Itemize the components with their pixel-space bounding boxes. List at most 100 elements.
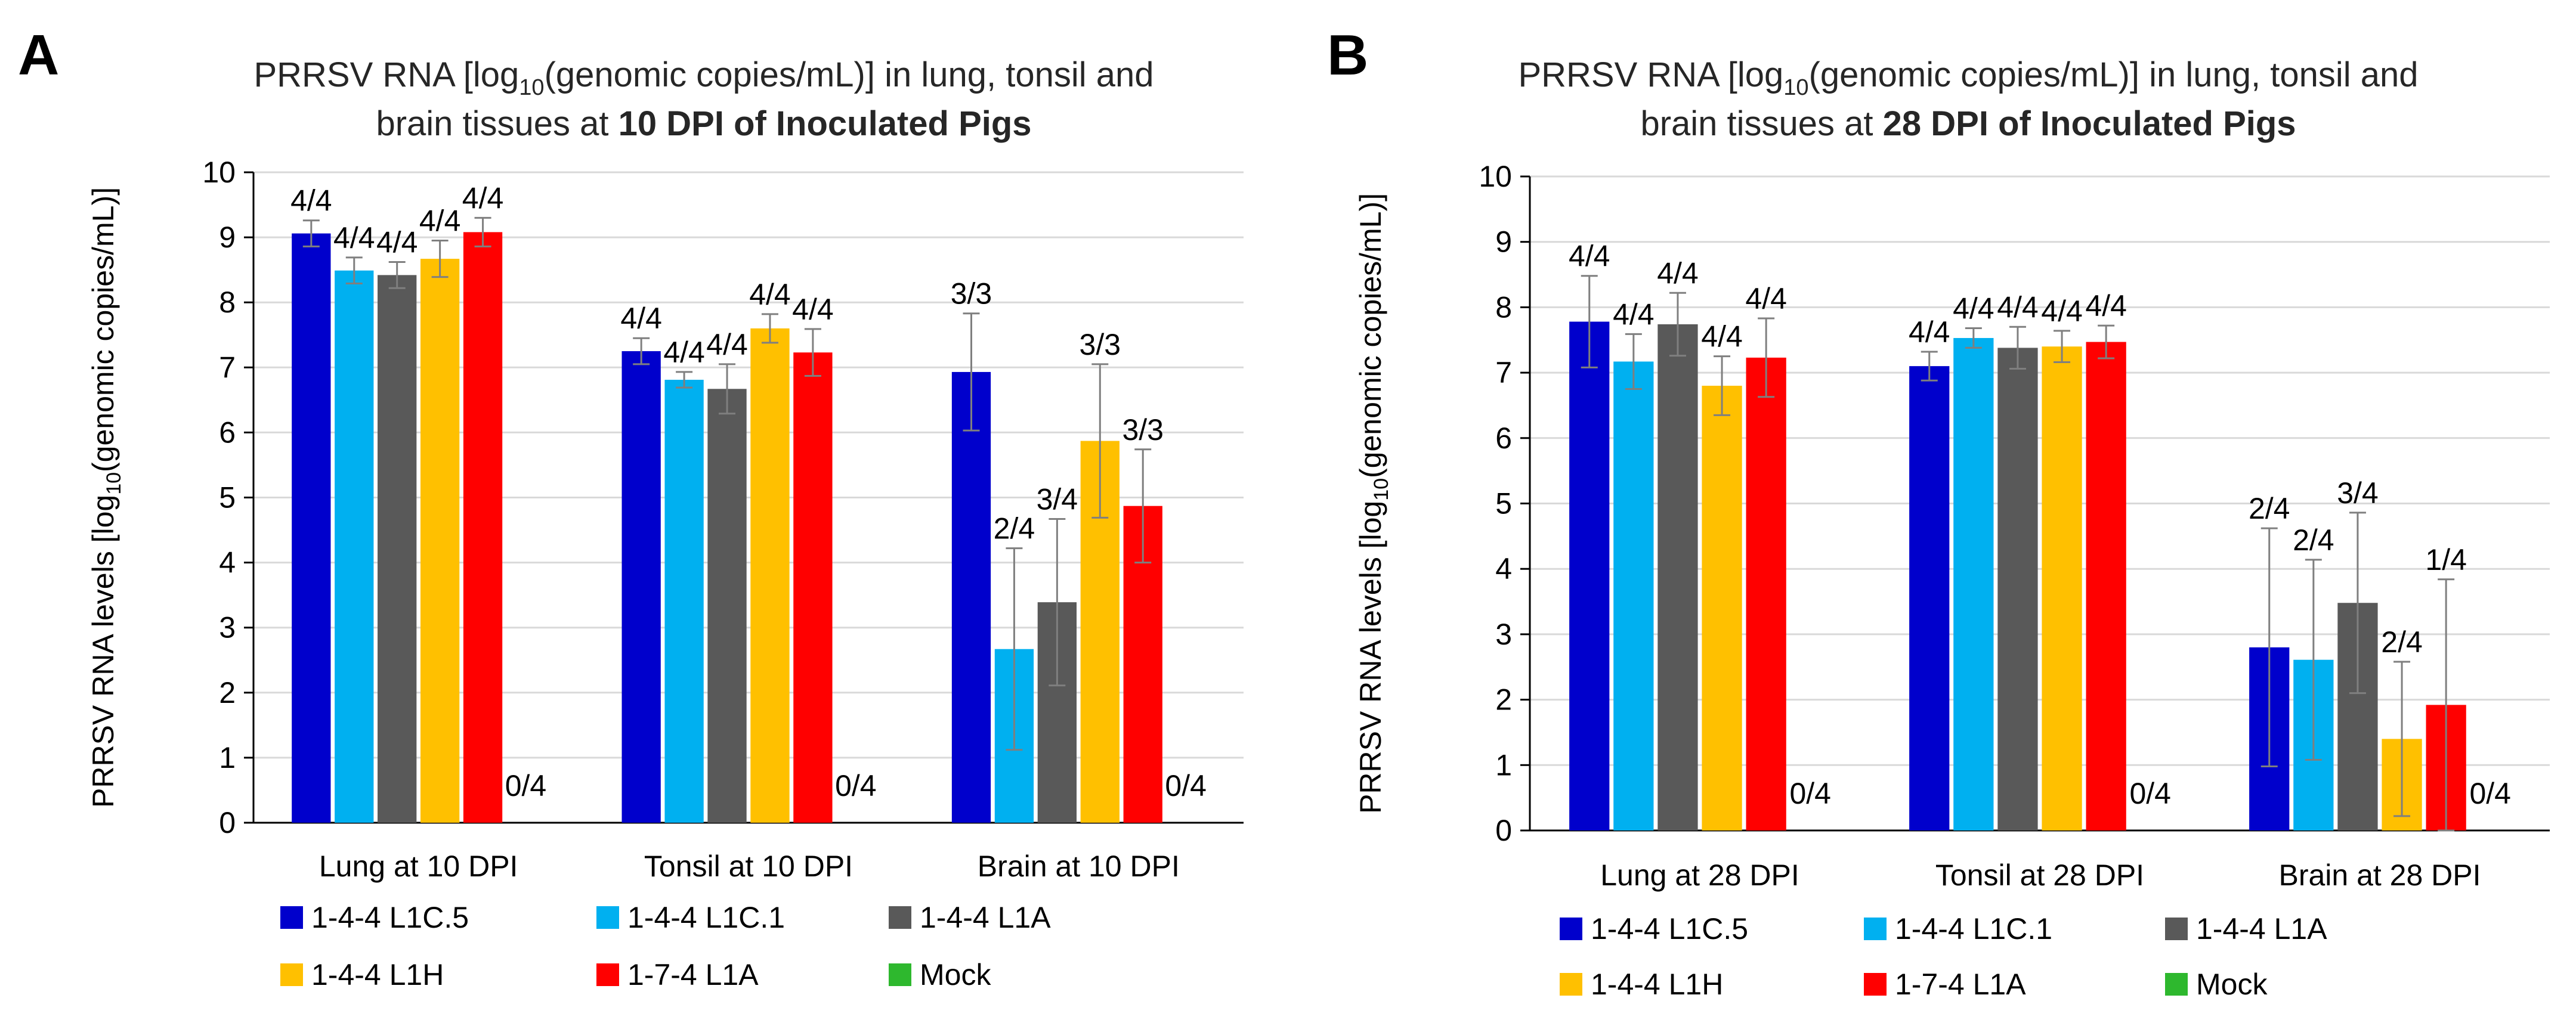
bar [1746, 357, 1786, 830]
bar [1657, 324, 1698, 830]
bar [292, 233, 331, 823]
bar [335, 270, 374, 823]
y-tick-label: 5 [219, 481, 236, 514]
data-label: 4/4 [1909, 315, 1950, 349]
legend-label: 1-4-4 L1A [920, 901, 1051, 934]
y-axis-title-text: (genomic copies/mL)] [86, 187, 120, 472]
title-bold-text: 28 DPI of Inoculated Pigs [1883, 104, 2296, 143]
legend-label: Mock [2196, 968, 2268, 1001]
data-label: 2/4 [994, 512, 1035, 546]
x-category-label: Brain at 28 DPI [2278, 858, 2481, 892]
data-label: 0/4 [2469, 777, 2511, 810]
title-text: (genomic copies/mL)] in lung, tonsil and [545, 55, 1154, 94]
data-label: 4/4 [2085, 289, 2127, 323]
bar [1953, 337, 1994, 830]
y-tick-label: 2 [1495, 683, 1512, 717]
legend-label: 1-4-4 L1H [1591, 968, 1723, 1001]
legend-swatch [280, 906, 303, 929]
y-tick-label: 8 [219, 286, 236, 319]
legend-swatch [2165, 973, 2188, 996]
data-label: 4/4 [333, 221, 375, 255]
data-label: 4/4 [749, 278, 791, 311]
legend-swatch [889, 963, 911, 986]
bar [750, 328, 790, 823]
legend-label: Mock [920, 958, 991, 991]
data-label: 3/4 [2337, 476, 2379, 510]
bar [1997, 348, 2038, 830]
data-label: 0/4 [2129, 777, 2171, 810]
legend-swatch [1560, 918, 1582, 940]
panel-letter: B [1327, 23, 1368, 87]
y-tick-label: 7 [1495, 356, 1512, 389]
legend-swatch [2165, 918, 2188, 940]
legend-swatch [280, 963, 303, 986]
y-axis-title: PRRSV RNA levels [log10(genomic copies/m… [86, 187, 125, 808]
y-axis-title-subscript: 10 [1370, 478, 1393, 501]
y-axis-title-text: PRRSV RNA levels [log [1354, 501, 1387, 814]
data-label: 0/4 [1789, 777, 1831, 810]
x-category-label: Tonsil at 10 DPI [644, 850, 853, 883]
y-tick-label: 1 [219, 741, 236, 774]
x-category-label: Tonsil at 28 DPI [1935, 858, 2144, 892]
bar [1569, 321, 1610, 830]
x-category-label: Brain at 10 DPI [978, 850, 1180, 883]
chart-title-line2: brain tissues at 28 DPI of Inoculated Pi… [1640, 104, 2296, 143]
data-label: 4/4 [706, 328, 748, 361]
legend-label: 1-4-4 L1A [2196, 912, 2327, 946]
data-label: 4/4 [1701, 320, 1743, 354]
data-label: 4/4 [1953, 292, 1994, 326]
y-tick-label: 5 [1495, 487, 1512, 520]
data-label: 0/4 [505, 769, 547, 802]
data-label: 4/4 [1613, 297, 1655, 331]
y-tick-label: 0 [1495, 814, 1512, 847]
bar [707, 389, 747, 823]
title-text: PRRSV RNA [log [1518, 55, 1783, 94]
x-category-label: Lung at 10 DPI [319, 850, 518, 883]
legend-swatch [889, 906, 911, 929]
data-label: 4/4 [1745, 282, 1787, 315]
bar [951, 371, 991, 823]
data-label: 4/4 [462, 181, 504, 215]
data-label: 4/4 [1657, 256, 1699, 290]
title-subscript: 10 [519, 75, 544, 100]
y-tick-label: 4 [219, 546, 236, 579]
title-subscript: 10 [1783, 75, 1808, 100]
y-tick-label: 9 [1495, 225, 1512, 259]
data-label: 4/4 [419, 204, 461, 238]
y-axis-title-text: (genomic copies/mL)] [1354, 193, 1387, 478]
y-tick-label: 1 [1495, 748, 1512, 782]
legend-swatch [1864, 918, 1887, 940]
data-label: 3/3 [1080, 328, 1121, 361]
y-axis-title-subscript: 10 [103, 472, 125, 495]
data-label: 4/4 [663, 336, 705, 369]
data-label: 4/4 [2041, 295, 2083, 328]
data-label: 4/4 [1569, 240, 1610, 273]
legend-label: 1-4-4 L1H [311, 958, 444, 991]
data-label: 4/4 [376, 226, 418, 259]
bar [2086, 342, 2126, 830]
chart-title-line1: PRRSV RNA [log10(genomic copies/mL)] in … [253, 55, 1154, 100]
data-label: 0/4 [1165, 769, 1207, 802]
legend-label: 1-4-4 L1C.1 [627, 901, 785, 934]
legend-swatch [1560, 973, 1582, 996]
data-label: 0/4 [835, 769, 877, 802]
y-axis-title-text: PRRSV RNA levels [log [86, 495, 120, 808]
panel-a-chart: A PRRSV RNA [log10(genomic copies/mL)] in… [18, 23, 1244, 991]
y-tick-label: 2 [219, 676, 236, 709]
panel-letter: A [18, 23, 59, 87]
bar [2042, 346, 2082, 830]
bar [621, 351, 661, 823]
title-text: brain tissues at [376, 104, 618, 143]
data-label: 2/4 [2249, 492, 2290, 525]
data-label: 2/4 [2381, 625, 2423, 659]
x-category-label: Lung at 28 DPI [1600, 858, 1799, 892]
y-tick-label: 6 [219, 416, 236, 449]
legend-label: 1-7-4 L1A [627, 958, 759, 991]
bar [420, 259, 460, 823]
y-tick-label: 4 [1495, 552, 1512, 585]
data-label: 4/4 [620, 302, 662, 335]
legend-label: 1-7-4 L1A [1895, 968, 2026, 1001]
y-tick-label: 8 [1495, 290, 1512, 324]
data-label: 4/4 [792, 293, 834, 326]
